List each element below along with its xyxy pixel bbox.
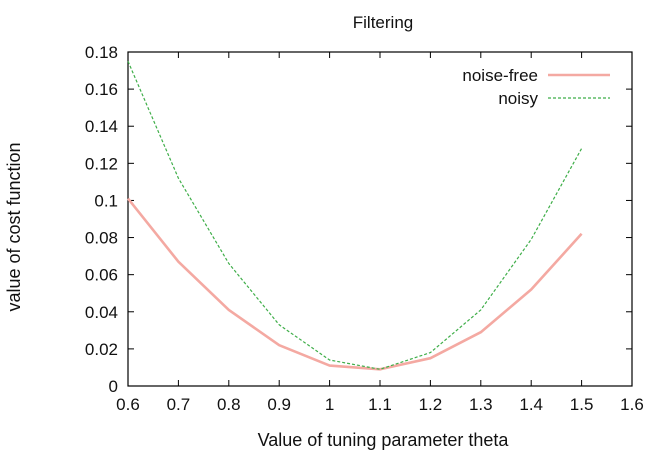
y-tick-label: 0.16 — [85, 80, 118, 99]
chart-title: Filtering — [353, 13, 413, 32]
y-tick-label: 0.14 — [85, 117, 118, 136]
y-tick-label: 0.06 — [85, 266, 118, 285]
x-tick-label: 1 — [325, 395, 334, 414]
y-tick-label: 0.08 — [85, 229, 118, 248]
y-tick-label: 0.02 — [85, 340, 118, 359]
x-tick-label: 0.9 — [267, 395, 291, 414]
x-tick-label: 1.2 — [419, 395, 443, 414]
x-tick-label: 0.6 — [116, 395, 140, 414]
series-line-noise-free — [126, 197, 583, 371]
x-tick-label: 0.8 — [217, 395, 241, 414]
plot-frame — [127, 51, 633, 387]
y-tick-label: 0.04 — [85, 303, 118, 322]
series-line-noisy — [127, 61, 583, 370]
y-axis-title: value of cost function — [4, 142, 24, 311]
x-tick-label: 1.6 — [620, 395, 644, 414]
y-tick-label: 0.1 — [94, 191, 118, 210]
y-tick-label: 0.12 — [85, 154, 118, 173]
x-tick-label: 0.7 — [167, 395, 191, 414]
legend-label-noise-free: noise-free — [462, 66, 538, 85]
y-tick-label: 0 — [109, 377, 118, 396]
y-tick-label: 0.18 — [85, 43, 118, 62]
x-tick-label: 1.5 — [570, 395, 594, 414]
x-tick-label: 1.4 — [519, 395, 543, 414]
legend-label-noisy: noisy — [498, 89, 538, 108]
x-tick-label: 1.3 — [469, 395, 493, 414]
x-tick-label: 1.1 — [368, 395, 392, 414]
x-axis-title: Value of tuning parameter theta — [258, 430, 510, 450]
